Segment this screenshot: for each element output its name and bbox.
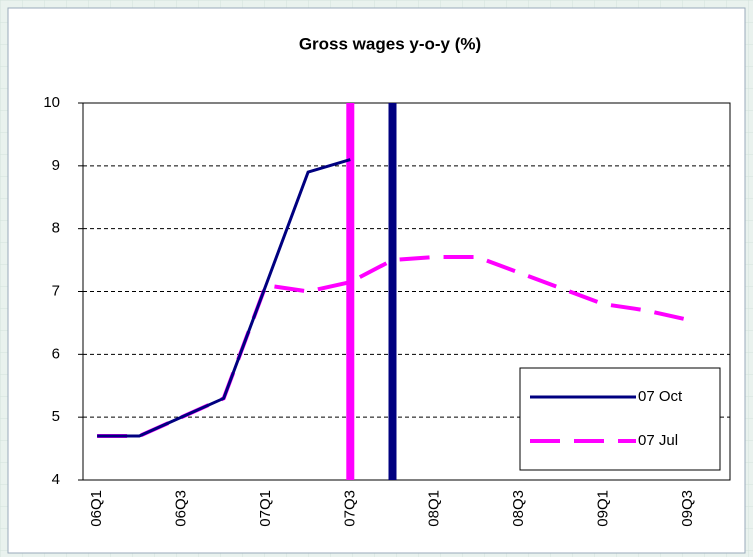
y-tick-label: 8 bbox=[52, 220, 60, 237]
x-tick-label: 06Q3 bbox=[172, 490, 189, 527]
y-tick-label: 5 bbox=[52, 408, 60, 425]
y-tick-label: 7 bbox=[52, 282, 60, 299]
x-tick-label: 06Q1 bbox=[88, 490, 105, 527]
chart-title: Gross wages y-o-y (%) bbox=[299, 34, 481, 53]
y-tick-label: 10 bbox=[43, 94, 60, 111]
x-tick-label: 08Q1 bbox=[426, 490, 443, 527]
x-tick-label: 07Q3 bbox=[341, 490, 358, 527]
x-tick-label: 09Q1 bbox=[594, 490, 611, 527]
series-line bbox=[97, 158, 351, 438]
legend bbox=[519, 367, 721, 471]
y-tick-label: 4 bbox=[52, 471, 60, 488]
y-tick-label: 6 bbox=[52, 345, 60, 362]
legend-label: 07 Jul bbox=[638, 432, 678, 449]
legend-label: 07 Oct bbox=[638, 388, 683, 405]
y-tick-label: 9 bbox=[52, 157, 60, 174]
x-tick-label: 07Q1 bbox=[257, 490, 274, 527]
x-tick-label: 08Q3 bbox=[510, 490, 527, 527]
x-tick-label: 09Q3 bbox=[679, 490, 696, 527]
